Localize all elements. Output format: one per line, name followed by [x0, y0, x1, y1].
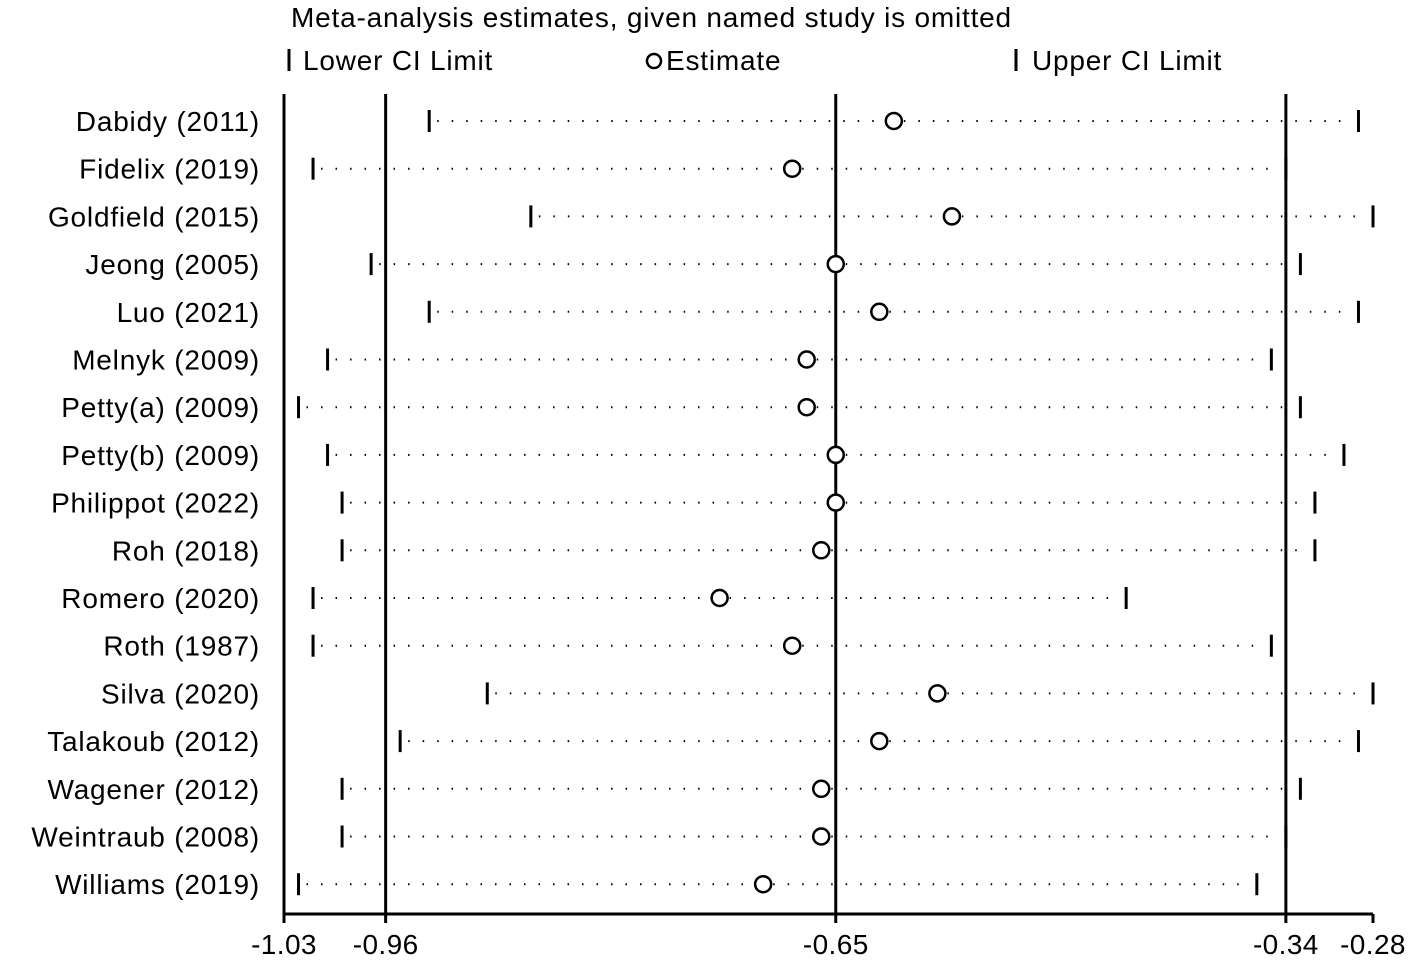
estimate-marker [928, 684, 947, 703]
study-label: Silva (2020) [101, 678, 260, 709]
study-label: Roth (1987) [103, 631, 260, 662]
estimate-marker [870, 302, 889, 322]
estimate-marker [797, 397, 816, 417]
study-label: Romero (2020) [61, 583, 260, 614]
study-label: Jeong (2005) [85, 249, 260, 280]
x-tick-label: -0.28 [1340, 929, 1406, 960]
estimate-marker [942, 207, 962, 226]
estimate-marker [811, 541, 831, 560]
x-tick-label: -0.65 [803, 929, 869, 960]
estimate-marker [782, 636, 802, 655]
estimate-marker [826, 445, 846, 465]
estimate-marker [826, 493, 846, 512]
study-label: Weintraub (2008) [31, 822, 260, 853]
x-tick-label: -0.34 [1253, 929, 1319, 960]
estimate-marker [797, 350, 816, 369]
study-label: Melnyk (2009) [72, 345, 260, 376]
study-label: Dabidy (2011) [76, 106, 260, 137]
study-label: Williams (2019) [55, 869, 260, 900]
study-label: Luo (2021) [117, 297, 260, 328]
study-label: Philippot (2022) [51, 488, 260, 519]
estimate-marker [782, 159, 802, 178]
estimate-marker [826, 254, 846, 274]
study-label: Petty(b) (2009) [61, 440, 260, 471]
estimate-marker [811, 827, 831, 846]
legend-estimate-marker [645, 52, 663, 70]
estimate-marker [870, 731, 889, 751]
legend-upper-ci-label: Upper CI Limit [1032, 45, 1222, 76]
study-label: Petty(a) (2009) [61, 392, 260, 423]
study-label: Goldfield (2015) [48, 201, 260, 232]
chart-title: Meta-analysis estimates, given named stu… [291, 2, 1012, 33]
study-label: Talakoub (2012) [47, 726, 260, 757]
x-tick-label: -1.03 [251, 929, 317, 960]
estimate-marker [884, 111, 904, 131]
chart-legend: Lower CI Limit Estimate Upper CI Limit [287, 45, 1222, 76]
estimate-marker [753, 874, 773, 894]
study-label: Roh (2018) [112, 535, 260, 566]
estimate-marker [710, 588, 729, 608]
study-label: Wagener (2012) [48, 774, 261, 805]
legend-lower-ci-label: Lower CI Limit [303, 45, 493, 76]
estimate-marker [811, 779, 831, 799]
x-tick-label: -0.96 [353, 929, 419, 960]
legend-estimate-label: Estimate [666, 45, 781, 76]
plot-area: -1.03 -0.96 -0.65 -0.34 -0.28 Dabidy (2011) Fi… [31, 94, 1406, 960]
study-label: Fidelix (2019) [79, 154, 260, 185]
